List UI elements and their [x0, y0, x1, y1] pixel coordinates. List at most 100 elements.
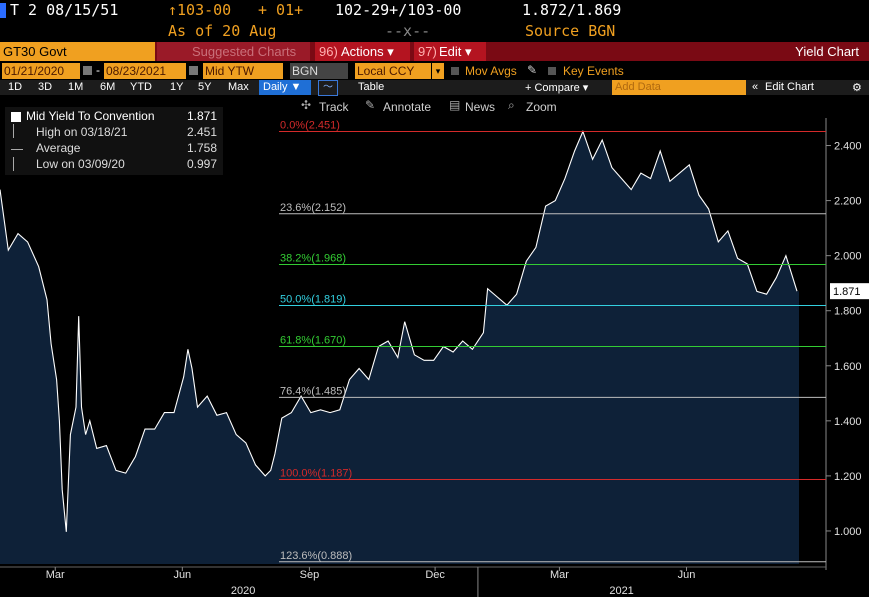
zoom-icon[interactable]: ⌕: [508, 98, 515, 112]
actions-menu[interactable]: 96) Actions ▾: [315, 42, 410, 61]
high-value: 2.451: [186, 125, 217, 139]
annotate-button[interactable]: Annotate: [383, 100, 432, 114]
y-tick-label-0: 1.000: [834, 526, 862, 538]
quote-subheader: As of 20 Aug --x-- Source BGN: [0, 22, 869, 41]
key-events-checkbox[interactable]: [548, 67, 556, 75]
actions-num: 96): [319, 44, 338, 59]
series-label: Mid Yield To Convention: [26, 109, 155, 123]
mov-avgs-label[interactable]: Mov Avgs: [465, 64, 517, 78]
start-date-field[interactable]: 01/21/2020: [2, 63, 80, 79]
ticker: T 2 08/15/51: [10, 1, 119, 19]
fib-label-7: 123.6%(0.888): [280, 550, 352, 562]
yield-line[interactable]: [0, 129, 798, 532]
key-events-label[interactable]: Key Events: [563, 64, 624, 78]
edit-num: 97): [418, 44, 437, 59]
track-button[interactable]: Track: [319, 100, 349, 114]
period-ytd[interactable]: YTD: [130, 81, 152, 93]
settings-gear-icon[interactable]: ⚙: [852, 82, 862, 94]
add-data-input[interactable]: [612, 80, 746, 95]
fib-label-5: 76.4%(1.485): [280, 385, 346, 397]
x-month-label-5: Jun: [678, 569, 696, 581]
x-year-label-0: 2020: [231, 585, 255, 597]
low-value: 0.997: [186, 157, 217, 171]
y-tick-label-4: 1.800: [834, 306, 862, 318]
x-month-label-2: Sep: [300, 569, 320, 581]
quote-header: T 2 08/15/51 ↑103-00 + 01+ 102-29+/103-0…: [0, 0, 869, 22]
source-field[interactable]: BGN: [290, 63, 348, 79]
chart-tools: ✣ Track ✎ Annotate ▤ News ⌕ Zoom: [295, 98, 595, 116]
add-data-placeholder: Add Data: [615, 81, 661, 93]
collapse-icon[interactable]: «: [752, 81, 759, 93]
average-label: Average: [36, 141, 81, 155]
fib-label-2: 38.2%(1.968): [280, 252, 346, 264]
ticker-marker: [0, 3, 6, 18]
news-icon[interactable]: ▤: [449, 98, 461, 112]
start-calendar-icon[interactable]: [83, 66, 92, 75]
end-date-field[interactable]: 08/23/2021: [104, 63, 186, 79]
y-tick-label-2: 1.400: [834, 416, 862, 428]
date-fields-bar: 01/21/2020 - 08/23/2021 Mid YTW BGN Loca…: [0, 62, 869, 80]
edit-menu[interactable]: 97) Edit ▾: [414, 42, 486, 61]
security-field[interactable]: GT30 Govt: [0, 42, 155, 61]
x-year-label-1: 2021: [609, 585, 633, 597]
frequency-label: Daily ▼: [263, 81, 302, 93]
end-calendar-icon[interactable]: [189, 66, 198, 75]
fib-label-1: 23.6%(2.152): [280, 202, 346, 214]
currency-dropdown-icon[interactable]: ▾: [432, 63, 444, 79]
pricing-source: Source BGN: [525, 22, 616, 40]
price: ↑103-00: [168, 1, 232, 19]
yield-area: [0, 131, 799, 564]
y-tick-label-1: 1.200: [834, 471, 862, 483]
suggested-charts-button[interactable]: Suggested Charts: [157, 42, 310, 61]
fib-label-4: 61.8%(1.670): [280, 335, 346, 347]
function-toolbar: GT30 Govt Suggested Charts 96) Actions ▾…: [0, 42, 869, 61]
last-value-label: 1.871: [833, 286, 861, 298]
period-1y[interactable]: 1Y: [170, 81, 184, 93]
news-button[interactable]: News: [465, 100, 496, 114]
y-tick-label-7: 2.400: [834, 141, 862, 153]
annotate-icon[interactable]: ✎: [365, 98, 376, 112]
bid-ask: 102-29+/103-00: [335, 1, 462, 19]
separator: --x--: [385, 22, 431, 40]
period-3d[interactable]: 3D: [38, 81, 53, 93]
frequency-select[interactable]: [259, 80, 311, 95]
period-max[interactable]: Max: [228, 81, 249, 93]
line-style-icon[interactable]: 〜: [318, 80, 338, 96]
x-month-label-1: Jun: [173, 569, 191, 581]
fib-label-0: 0.0%(2.451): [280, 119, 340, 131]
average-marker-icon: [11, 149, 23, 150]
chart-legend: Mid Yield To Convention 1.871 High on 03…: [5, 107, 223, 175]
high-marker-icon: [13, 124, 14, 138]
zoom-button[interactable]: Zoom: [526, 100, 557, 114]
date-dash: -: [96, 63, 100, 77]
mov-avgs-checkbox[interactable]: [451, 67, 459, 75]
period-5y[interactable]: 5Y: [198, 81, 212, 93]
bid-ask-yields: 1.872/1.869: [522, 1, 622, 19]
edit-label: Edit ▾: [439, 44, 472, 59]
series-value: 1.871: [186, 109, 217, 123]
currency-field[interactable]: Local CCY: [355, 63, 431, 79]
price-change: + 01+: [258, 1, 304, 19]
edit-chart-button[interactable]: Edit Chart: [765, 81, 814, 93]
average-value: 1.758: [186, 141, 217, 155]
x-month-label-4: Mar: [550, 569, 569, 581]
fib-label-3: 50.0%(1.819): [280, 293, 346, 305]
high-label: High on 03/18/21: [36, 125, 128, 139]
series-swatch[interactable]: [11, 112, 21, 122]
last-value-flag: [830, 283, 869, 300]
y-tick-label-5: 2.000: [834, 251, 862, 263]
compare-button[interactable]: + Compare ▾: [525, 82, 589, 94]
actions-label: Actions ▾: [341, 44, 394, 59]
yield-type-field[interactable]: Mid YTW: [203, 63, 283, 79]
y-tick-label-6: 2.200: [834, 196, 862, 208]
x-month-label-0: Mar: [46, 569, 65, 581]
pencil-icon[interactable]: ✎: [527, 63, 538, 77]
period-6m[interactable]: 6M: [100, 81, 116, 93]
track-icon[interactable]: ✣: [301, 98, 312, 112]
chart-title: Yield Chart: [795, 44, 859, 59]
period-1d[interactable]: 1D: [8, 81, 23, 93]
table-button[interactable]: Table: [358, 81, 385, 93]
as-of-date: As of 20 Aug: [168, 22, 277, 40]
period-1m[interactable]: 1M: [68, 81, 84, 93]
